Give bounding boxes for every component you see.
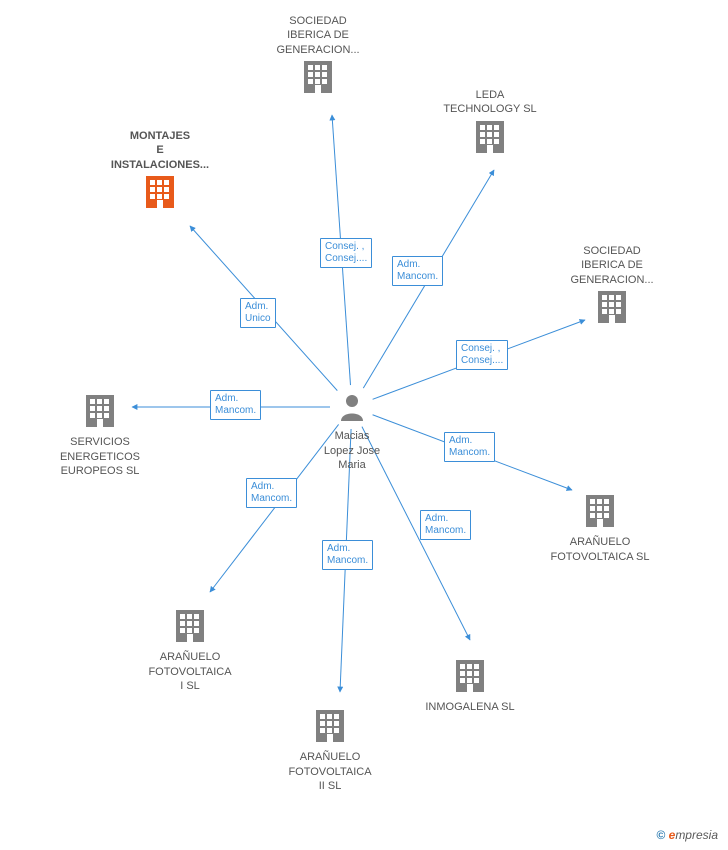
building-icon xyxy=(476,121,504,153)
building-icon xyxy=(146,176,174,208)
company-node-servicios: SERVICIOSENERGETICOSEUROPEOS SL xyxy=(40,395,160,478)
edge-label-line: Consej.... xyxy=(461,355,503,366)
building-icon xyxy=(598,291,626,323)
brand-rest: mpresia xyxy=(675,828,718,842)
building-icon xyxy=(304,61,332,93)
company-node-inmogalena: INMOGALENA SL xyxy=(410,660,530,715)
building-icon xyxy=(176,610,204,642)
edge-label-line: Adm. xyxy=(215,393,238,404)
company-label-line: ARAÑUELO xyxy=(270,750,390,764)
center-label-line: Lopez Jose xyxy=(312,444,392,458)
company-label-line: FOTOVOLTAICA SL xyxy=(540,550,660,564)
company-node-leda: LEDATECHNOLOGY SL xyxy=(430,88,550,157)
edge-label-line: Mancom. xyxy=(327,555,368,566)
company-label-line: MONTAJES xyxy=(100,129,220,143)
company-label-line: INSTALACIONES... xyxy=(100,158,220,172)
company-node-aranuelo1: ARAÑUELOFOTOVOLTAICAI SL xyxy=(130,610,250,693)
edge-label-line: Mancom. xyxy=(251,493,292,504)
company-label-line: SOCIEDAD xyxy=(552,244,672,258)
company-label-line: E xyxy=(100,143,220,157)
company-label-line: LEDA xyxy=(430,88,550,102)
building-icon xyxy=(586,495,614,527)
company-label-line: ARAÑUELO xyxy=(540,535,660,549)
company-label-line: SOCIEDAD xyxy=(258,14,378,28)
building-icon xyxy=(86,395,114,427)
building-icon xyxy=(456,660,484,692)
edge-label-line: Mancom. xyxy=(425,525,466,536)
company-label-line: FOTOVOLTAICA xyxy=(130,665,250,679)
company-label-line: GENERACION... xyxy=(258,43,378,57)
company-label-line: ENERGETICOS xyxy=(40,450,160,464)
center-person: MaciasLopez JoseMaria xyxy=(312,393,392,472)
company-label-line: TECHNOLOGY SL xyxy=(430,102,550,116)
company-label-line: FOTOVOLTAICA xyxy=(270,765,390,779)
center-label-line: Maria xyxy=(312,458,392,472)
company-label-line: I SL xyxy=(130,679,250,693)
edge-label: Consej. ,Consej.... xyxy=(320,238,372,268)
edge-label: Adm.Mancom. xyxy=(322,540,373,570)
edge-label: Adm.Mancom. xyxy=(444,432,495,462)
company-label-line: IBERICA DE xyxy=(552,258,672,272)
watermark: © empresia xyxy=(656,828,718,842)
edge-label-line: Adm. xyxy=(245,301,268,312)
company-label-line: GENERACION... xyxy=(552,273,672,287)
company-node-sociedad2: SOCIEDADIBERICA DEGENERACION... xyxy=(552,244,672,327)
edge-label-line: Adm. xyxy=(425,513,448,524)
company-label-line: II SL xyxy=(270,779,390,793)
company-label-line: EUROPEOS SL xyxy=(40,464,160,478)
company-node-aranuelo: ARAÑUELOFOTOVOLTAICA SL xyxy=(540,495,660,564)
edge-label-line: Mancom. xyxy=(449,447,490,458)
edge-label-line: Adm. xyxy=(397,259,420,270)
edge-label-line: Consej. , xyxy=(325,241,364,252)
company-label-line: ARAÑUELO xyxy=(130,650,250,664)
company-node-sociedad1: SOCIEDADIBERICA DEGENERACION... xyxy=(258,14,378,97)
edge-label: Adm.Mancom. xyxy=(420,510,471,540)
company-label-line: SERVICIOS xyxy=(40,435,160,449)
company-label-line: INMOGALENA SL xyxy=(410,700,530,714)
building-icon xyxy=(316,710,344,742)
edge-label-line: Adm. xyxy=(251,481,274,492)
copyright-symbol: © xyxy=(656,828,665,842)
company-label-line: IBERICA DE xyxy=(258,28,378,42)
company-node-aranuelo2: ARAÑUELOFOTOVOLTAICAII SL xyxy=(270,710,390,793)
edge-label-line: Adm. xyxy=(449,435,472,446)
center-label-line: Macias xyxy=(312,429,392,443)
company-node-montajes: MONTAJESEINSTALACIONES... xyxy=(100,129,220,212)
edge-label: Adm.Mancom. xyxy=(392,256,443,286)
edge-label-line: Consej.... xyxy=(325,253,367,264)
edge-label-line: Unico xyxy=(245,313,271,324)
person-icon xyxy=(339,393,365,421)
edge-label-line: Adm. xyxy=(327,543,350,554)
edge-label-line: Mancom. xyxy=(397,271,438,282)
edge-label: Adm.Unico xyxy=(240,298,276,328)
edge-label-line: Consej. , xyxy=(461,343,500,354)
edge-label: Adm.Mancom. xyxy=(246,478,297,508)
edge-label: Consej. ,Consej.... xyxy=(456,340,508,370)
edge-label-line: Mancom. xyxy=(215,405,256,416)
edge-label: Adm.Mancom. xyxy=(210,390,261,420)
